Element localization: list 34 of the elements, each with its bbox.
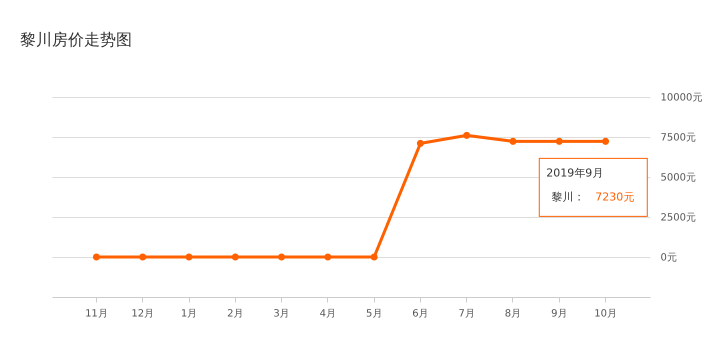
x-tick-label: 11月	[85, 308, 108, 320]
point	[278, 253, 286, 261]
x-tick-label: 9月	[551, 308, 568, 320]
x-tick-label: 4月	[320, 308, 336, 320]
point	[416, 140, 424, 147]
x-tick-label: 6月	[412, 308, 429, 320]
x-tick-label: 7月	[458, 308, 475, 320]
point	[324, 253, 332, 261]
annotation: :	[577, 190, 581, 204]
x-tick-label: 8月	[504, 308, 522, 320]
annotation: 7230元	[595, 190, 634, 204]
point	[185, 253, 193, 261]
x-tick-label: 5月	[366, 308, 382, 320]
point	[232, 253, 239, 261]
point	[602, 138, 610, 145]
chart-title: 黎川房价走势图	[20, 30, 132, 49]
annotation: 2019年9月	[546, 166, 604, 180]
point	[556, 138, 563, 145]
y-tick-label: 2500元	[660, 212, 696, 224]
point	[92, 253, 100, 261]
x-tick-label: 2月	[227, 308, 244, 320]
y-tick-label: 7500元	[660, 132, 696, 144]
point	[139, 253, 146, 261]
y-tick-label: 5000元	[660, 172, 696, 184]
x-tick-label: 10月	[594, 308, 617, 320]
x-tick-label: 3月	[273, 308, 290, 320]
text: 黎川	[551, 190, 574, 204]
y-tick-label: 0元	[660, 252, 677, 264]
x-tick-label: 12月	[131, 308, 154, 320]
point	[370, 253, 378, 261]
point	[463, 132, 470, 139]
x-tick-label: 1月	[180, 308, 198, 320]
point	[509, 138, 517, 145]
y-tick-label: 10000元	[660, 92, 702, 104]
